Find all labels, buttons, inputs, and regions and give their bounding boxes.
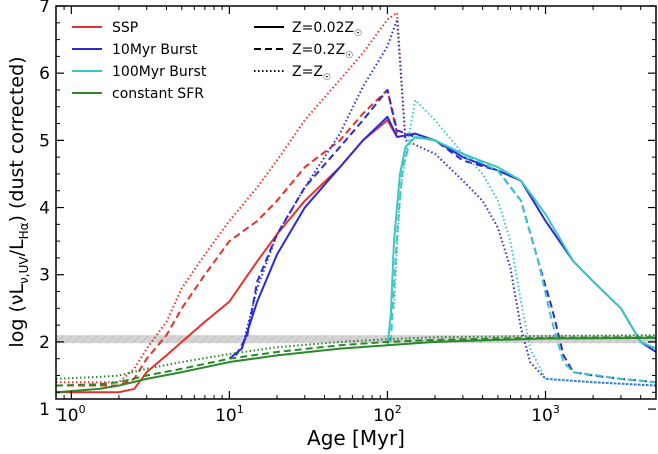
- reference-band-hatch: [56, 335, 656, 344]
- legend: SSP 10Myr Burst 100Myr Burst constant SFR Z=…: [72, 20, 362, 102]
- series-line-100myr-burst-z-0-02: [386, 136, 656, 350]
- y-tick-label: 1: [39, 400, 50, 420]
- legend-label-100myr-burst: 100Myr Burst: [112, 64, 207, 80]
- series-line-constant-sfr-z-1: [56, 334, 656, 380]
- legend-style-label-dashed: Z=0.2Z☉: [292, 42, 353, 61]
- legend-style-label-dotted: Z=Z☉: [292, 64, 331, 83]
- series-line-10myr-burst-z-0-2: [235, 88, 656, 384]
- series-line-constant-sfr-z-0-2: [56, 336, 656, 387]
- y-tick-label: 5: [39, 131, 50, 151]
- legend-label-10myr-burst: 10Myr Burst: [112, 42, 198, 58]
- series-line-constant-sfr-z-0-02: [56, 336, 656, 394]
- series-line-100myr-burst-z-0-2: [389, 136, 656, 384]
- series-line-ssp-z-0-2: [56, 88, 399, 387]
- y-tick-label: 6: [39, 64, 50, 84]
- y-tick-label: 2: [39, 333, 50, 353]
- legend-style-label-solid: Z=0.02Z☉: [292, 20, 362, 39]
- x-tick-label: 103: [531, 403, 560, 426]
- y-tick-label: 4: [39, 199, 50, 219]
- series-line-10myr-burst-z-1: [240, 18, 656, 387]
- series-line-10myr-burst-z-0-02: [228, 115, 656, 360]
- y-tick-label: 3: [39, 266, 50, 286]
- legend-label-ssp: SSP: [112, 20, 138, 36]
- legend-label-constant-sfr: constant SFR: [112, 86, 204, 102]
- series-line-ssp-z-1: [56, 11, 407, 384]
- x-axis-title: Age [Myr]: [307, 426, 405, 450]
- x-tick-label: 100: [57, 403, 86, 426]
- series-line-100myr-burst-z-1: [392, 99, 656, 387]
- x-tick-label: 102: [373, 403, 402, 426]
- y-axis-title: log (νLν,UV/LHα) (dust corrected): [6, 56, 31, 347]
- y-tick-label: 7: [39, 0, 50, 17]
- x-tick-label: 101: [215, 403, 244, 426]
- plot-frame: [55, 5, 657, 400]
